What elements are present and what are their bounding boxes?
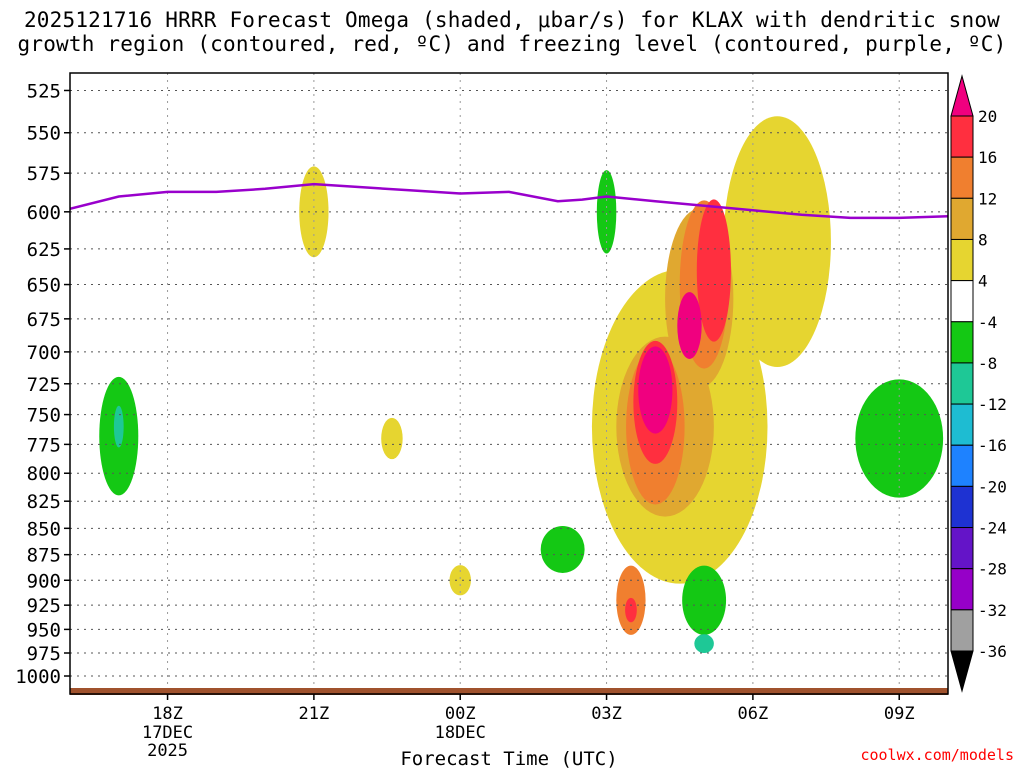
omega-region--12	[113, 405, 124, 448]
colorbar-bin	[950, 362, 974, 405]
x-axis-label: Forecast Time (UTC)	[400, 748, 617, 768]
colorbar-label: -8	[978, 354, 997, 373]
colorbar-label: -20	[978, 477, 1007, 496]
y-tick-label: 1000	[15, 666, 61, 688]
y-tick-label: 600	[27, 202, 61, 224]
y-tick-label: 950	[27, 619, 61, 641]
y-tick-label: 900	[27, 570, 61, 592]
y-tick-label: 750	[27, 405, 61, 427]
colorbar-bin	[950, 444, 974, 487]
colorbar-under-triangle	[950, 650, 974, 693]
colorbar-bin	[950, 403, 974, 446]
omega-region--12	[694, 634, 714, 654]
omega-region--8	[596, 170, 617, 254]
y-tick-label: 525	[27, 80, 61, 102]
omega-region--4	[400, 617, 413, 632]
freezing-level	[70, 182, 948, 220]
colorbar-label: -16	[978, 436, 1007, 455]
y-tick-label: 550	[27, 123, 61, 145]
x-tick-label: 09Z	[884, 704, 915, 724]
y-tick-label: 650	[27, 275, 61, 297]
colorbar-label: -36	[978, 642, 1007, 661]
chart-title-line-2: growth region (contoured, red, ºC) and f…	[17, 32, 1007, 56]
colorbar-bin	[950, 527, 974, 570]
y-tick-label: 775	[27, 434, 61, 456]
colorbar-label: -24	[978, 519, 1007, 538]
omega-region-4	[381, 417, 403, 460]
omega-region--4	[399, 83, 424, 183]
omega-region--4	[538, 674, 724, 687]
x-tick-label: 00Z	[445, 704, 476, 724]
ground-strip	[70, 688, 948, 695]
x-tick-sublabel: 18DEC	[435, 723, 486, 743]
omega-region--8	[540, 525, 585, 573]
colorbar-label: -4	[978, 313, 997, 332]
colorbar-label: 4	[978, 272, 988, 291]
omega-region--4	[177, 427, 236, 508]
colorbar-label: -28	[978, 560, 1007, 579]
colorbar-label: 8	[978, 230, 988, 249]
omega-region--8	[682, 565, 727, 635]
y-tick-label: 700	[27, 342, 61, 364]
freezing-level-line	[70, 182, 948, 220]
x-tick-sublabel: 2025	[147, 741, 188, 761]
colorbar-bin	[950, 238, 974, 282]
x-tick-label: 21Z	[299, 704, 330, 724]
watermark: coolwx.com/models	[860, 746, 1014, 764]
y-tick-label: 625	[27, 239, 61, 261]
colorbar-bin	[950, 280, 974, 323]
omega-region-16	[696, 199, 731, 342]
colorbar-label: 16	[978, 148, 997, 167]
omega-region-20	[638, 346, 673, 434]
y-axis-ticks: 525 550 575 600 625 650 675 700 725 750 775 800 825 8…	[15, 80, 70, 688]
y-tick-label: 575	[27, 163, 61, 185]
x-tick-sublabel: 17DEC	[142, 723, 193, 743]
colorbar-over-triangle	[950, 74, 974, 117]
y-tick-label: 825	[27, 491, 61, 513]
chart-title-line-1: 2025121716 HRRR Forecast Omega (shaded, …	[23, 8, 1001, 32]
x-tick-label: 03Z	[591, 704, 622, 724]
colorbar-label: 20	[978, 107, 997, 126]
y-tick-label: 725	[27, 374, 61, 396]
colorbar-bin	[950, 156, 974, 199]
y-tick-label: 925	[27, 595, 61, 617]
y-tick-label: 875	[27, 545, 61, 567]
omega-region-16	[625, 597, 637, 623]
colorbar-bin	[950, 485, 974, 529]
colorbar-bin	[950, 197, 974, 240]
colorbar: 20 16 12 8 4 -4 -8 -12 -16 -20 -24 -28 -32 -36	[950, 74, 1007, 693]
colorbar-label: -32	[978, 601, 1007, 620]
colorbar-label: 12	[978, 189, 997, 208]
x-tick-label: 18Z	[152, 704, 183, 724]
y-tick-label: 850	[27, 518, 61, 540]
omega-shading	[89, 83, 948, 687]
colorbar-bin	[950, 321, 974, 364]
omega-region-4	[449, 565, 471, 596]
colorbar-bin	[950, 568, 974, 611]
colorbar-bin	[950, 115, 974, 158]
omega-region-20	[677, 292, 702, 359]
omega-region-4	[299, 166, 329, 258]
colorbar-label: -12	[978, 395, 1007, 414]
y-tick-label: 975	[27, 643, 61, 665]
y-tick-label: 675	[27, 309, 61, 331]
y-tick-label: 800	[27, 463, 61, 485]
omega-region-4	[723, 116, 831, 367]
colorbar-bin	[950, 609, 974, 652]
x-tick-label: 06Z	[738, 704, 769, 724]
ground-surface	[70, 688, 948, 695]
